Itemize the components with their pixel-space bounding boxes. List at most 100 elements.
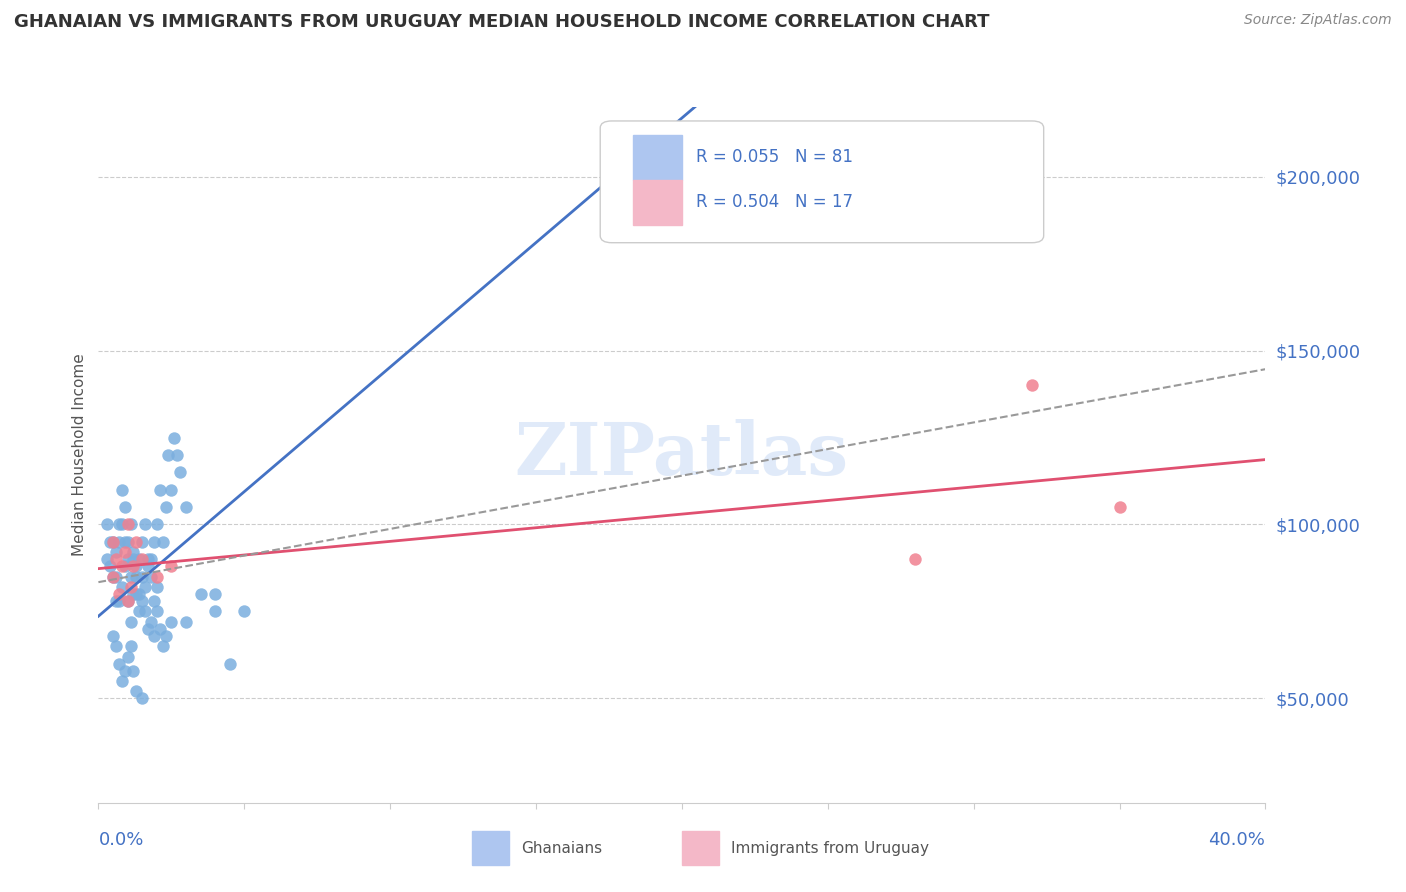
Point <box>128 587 150 601</box>
Point <box>120 580 142 594</box>
Point <box>139 615 162 629</box>
Point <box>155 629 177 643</box>
Point <box>122 552 145 566</box>
Point <box>160 483 183 497</box>
Point <box>101 629 124 643</box>
Point <box>120 517 142 532</box>
Point <box>142 534 165 549</box>
Point <box>233 605 256 619</box>
Point <box>1108 500 1130 514</box>
Point <box>117 552 139 566</box>
Text: Ghanaians: Ghanaians <box>520 840 602 855</box>
Point <box>136 552 159 566</box>
Point <box>108 657 131 671</box>
FancyBboxPatch shape <box>600 121 1043 243</box>
Text: Immigrants from Uruguay: Immigrants from Uruguay <box>731 840 929 855</box>
Point <box>101 570 124 584</box>
Point <box>204 605 226 619</box>
Point <box>155 500 177 514</box>
Point <box>122 664 145 678</box>
Point <box>149 483 172 497</box>
Point <box>134 605 156 619</box>
Text: Source: ZipAtlas.com: Source: ZipAtlas.com <box>1244 13 1392 28</box>
Point <box>111 580 134 594</box>
Point <box>134 517 156 532</box>
Point <box>139 570 162 584</box>
Point <box>101 534 124 549</box>
Point <box>166 448 188 462</box>
Point <box>104 639 127 653</box>
Point <box>149 622 172 636</box>
Point <box>122 559 145 574</box>
Point <box>174 615 197 629</box>
Point <box>125 559 148 574</box>
Point <box>104 545 127 559</box>
Point <box>104 594 127 608</box>
Point <box>104 552 127 566</box>
FancyBboxPatch shape <box>633 180 682 226</box>
Point <box>146 580 169 594</box>
FancyBboxPatch shape <box>682 830 720 865</box>
Text: 40.0%: 40.0% <box>1209 830 1265 848</box>
Point <box>131 534 153 549</box>
Point <box>101 570 124 584</box>
Point <box>134 580 156 594</box>
Point <box>108 594 131 608</box>
Point <box>128 552 150 566</box>
Point <box>146 605 169 619</box>
Y-axis label: Median Household Income: Median Household Income <box>72 353 87 557</box>
Point <box>120 615 142 629</box>
Point <box>108 534 131 549</box>
Text: R = 0.504   N = 17: R = 0.504 N = 17 <box>696 194 853 211</box>
Point <box>96 517 118 532</box>
Point <box>114 559 136 574</box>
Point <box>114 534 136 549</box>
Point <box>114 664 136 678</box>
FancyBboxPatch shape <box>472 830 509 865</box>
Point <box>125 684 148 698</box>
Point <box>160 559 183 574</box>
Point <box>117 517 139 532</box>
Point <box>136 622 159 636</box>
Point <box>904 552 927 566</box>
Point <box>163 430 186 444</box>
Point <box>114 545 136 559</box>
Point <box>142 594 165 608</box>
Point <box>96 552 118 566</box>
Point <box>125 587 148 601</box>
Point <box>122 545 145 559</box>
Point <box>111 517 134 532</box>
Point <box>114 500 136 514</box>
Point <box>131 552 153 566</box>
Text: GHANAIAN VS IMMIGRANTS FROM URUGUAY MEDIAN HOUSEHOLD INCOME CORRELATION CHART: GHANAIAN VS IMMIGRANTS FROM URUGUAY MEDI… <box>14 13 990 31</box>
Point <box>131 570 153 584</box>
Point <box>120 570 142 584</box>
Point <box>117 534 139 549</box>
Point <box>98 559 121 574</box>
Point <box>111 559 134 574</box>
Point <box>117 594 139 608</box>
Point <box>117 594 139 608</box>
Point <box>157 448 180 462</box>
Point <box>120 639 142 653</box>
Point <box>146 517 169 532</box>
Point <box>142 629 165 643</box>
Point <box>139 552 162 566</box>
FancyBboxPatch shape <box>633 135 682 180</box>
Point <box>131 691 153 706</box>
Point <box>111 674 134 689</box>
Point <box>125 534 148 549</box>
Point <box>218 657 240 671</box>
Text: R = 0.055   N = 81: R = 0.055 N = 81 <box>696 148 853 166</box>
Point <box>160 615 183 629</box>
Point <box>117 649 139 664</box>
Point <box>104 570 127 584</box>
Point <box>98 534 121 549</box>
Point <box>204 587 226 601</box>
Point <box>598 65 620 79</box>
Point <box>128 605 150 619</box>
Point <box>146 570 169 584</box>
Point <box>131 594 153 608</box>
Point <box>190 587 212 601</box>
Point <box>1021 378 1043 392</box>
